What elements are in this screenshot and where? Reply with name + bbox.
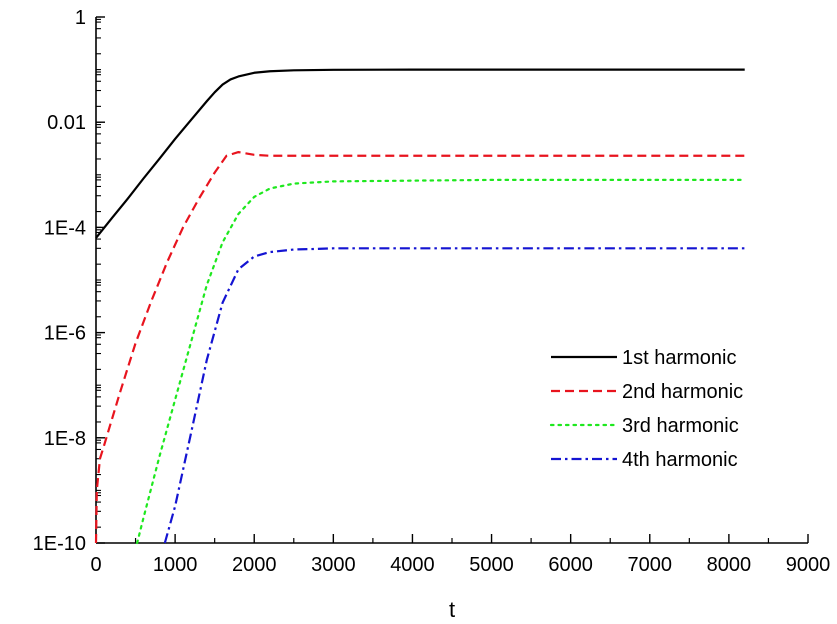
y-tick-label: 1 [75, 7, 86, 29]
legend-label-3: 3rd harmonic [622, 415, 739, 437]
series-group [94, 68, 746, 545]
series-line-3 [136, 178, 746, 545]
x-tick-label: 4000 [390, 554, 435, 576]
x-tick-label: 1000 [153, 554, 198, 576]
y-tick-label: 1E-6 [44, 323, 86, 345]
x-tick-label: 5000 [469, 554, 514, 576]
series-line-2 [94, 151, 745, 544]
legend: 1st harmonic 2nd harmonic 3rd harmonic 4th … [549, 347, 743, 471]
x-tick-label: 2000 [232, 554, 277, 576]
y-tick-label: 0.01 [47, 112, 86, 134]
x-tick-label: 6000 [548, 554, 593, 576]
legend-label-1: 1st harmonic [622, 347, 737, 369]
y-tick-label: 1E-10 [33, 533, 86, 555]
y-tick-label: 1E-4 [44, 217, 86, 239]
x-tick-label: 0 [90, 554, 101, 576]
ticks: 0 1000 2000 3000 4000 5000 6000 7000 8000 9000 1E-… [33, 7, 831, 576]
x-tick-label: 8000 [707, 554, 752, 576]
y-tick-label: 1E-8 [44, 428, 86, 450]
series-line-1 [95, 68, 745, 239]
x-tick-label: 7000 [628, 554, 673, 576]
x-tick-label: 3000 [311, 554, 356, 576]
x-axis-label: t [449, 597, 455, 622]
x-tick-label: 9000 [786, 554, 831, 576]
legend-label-2: 2nd harmonic [622, 381, 743, 403]
legend-label-4: 4th harmonic [622, 449, 738, 471]
series-line-4 [163, 247, 745, 544]
